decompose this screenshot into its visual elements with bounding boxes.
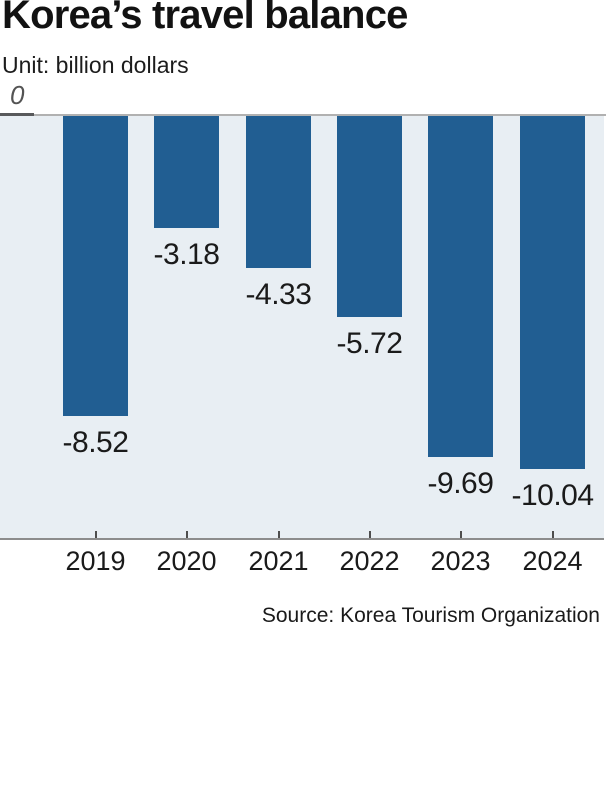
x-axis-label-2023: 2023 [430, 546, 491, 576]
x-axis-tick-2020 [185, 531, 188, 538]
value-label-2021: -4.33 [245, 278, 312, 311]
zero-baseline-line [0, 114, 606, 116]
x-axis-label-2019: 2019 [65, 546, 126, 576]
plot-area: -8.52 -3.18 -4.33 -5.72 -9.69 -10.04 [0, 116, 604, 538]
zero-baseline-tick [0, 113, 34, 117]
bar-2019 [63, 116, 128, 416]
bar-2022 [337, 116, 402, 317]
value-label-2023: -9.69 [427, 467, 494, 500]
x-axis-label-2024: 2024 [522, 546, 583, 576]
x-axis-tick-2021 [277, 531, 280, 538]
x-axis-tick-2024 [551, 531, 554, 538]
value-label-2020: -3.18 [153, 238, 220, 271]
value-label-2022: -5.72 [336, 327, 403, 360]
x-axis-tick-2023 [459, 531, 462, 538]
x-axis-line [0, 538, 604, 540]
x-axis-tick-2022 [368, 531, 371, 538]
chart-title: Korea’s travel balance [2, 0, 408, 37]
zero-axis-label: 0 [10, 80, 25, 110]
bar-2021 [246, 116, 311, 268]
bar-2024 [520, 116, 585, 469]
unit-label: Unit: billion dollars [2, 52, 189, 78]
bar-2023 [428, 116, 493, 457]
x-axis-label-2022: 2022 [339, 546, 400, 576]
source-credit: Source: Korea Tourism Organization [261, 604, 600, 627]
value-label-2019: -8.52 [62, 426, 129, 459]
x-axis-tick-2019 [94, 531, 97, 538]
x-axis-label-2020: 2020 [156, 546, 217, 576]
value-label-2024: -10.04 [511, 479, 594, 512]
bar-2020 [154, 116, 219, 228]
x-axis-label-2021: 2021 [248, 546, 309, 576]
